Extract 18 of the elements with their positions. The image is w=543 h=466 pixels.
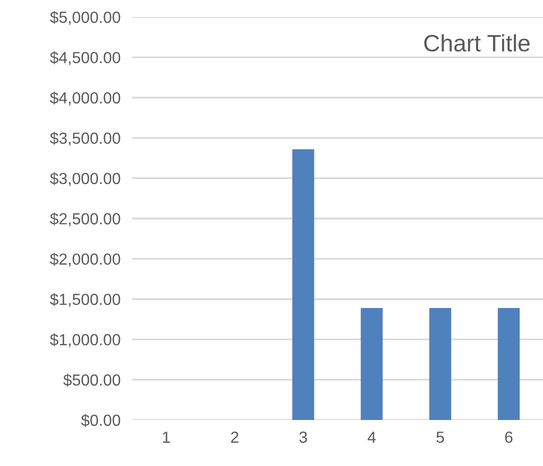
x-tick-label: 2	[231, 432, 238, 443]
y-tick-label: $2,500.00	[50, 212, 120, 226]
y-tick-label: $500.00	[63, 374, 120, 387]
text: Chart Title	[424, 34, 530, 52]
y-tick-label: $4,000.00	[50, 92, 120, 106]
y-tick-label: $1,000.00	[50, 333, 120, 348]
x-tick-label: 3	[299, 432, 307, 443]
y-tick-label: $3,000.00	[50, 172, 120, 186]
x-tick-label: 6	[505, 432, 512, 443]
x-tick-label: 5	[436, 432, 444, 443]
x-tick-label: 1	[162, 432, 170, 443]
y-tick-label: $3,500.00	[50, 132, 120, 146]
y-tick-label: $4,500.00	[50, 51, 120, 66]
y-tick-label: $2,000.00	[50, 252, 120, 267]
y-tick-label: $5,000.00	[50, 10, 120, 25]
x-tick-label: 4	[368, 432, 376, 443]
y-tick-label: $1,500.00	[50, 293, 120, 307]
y-tick-label: $0.00	[81, 414, 120, 427]
